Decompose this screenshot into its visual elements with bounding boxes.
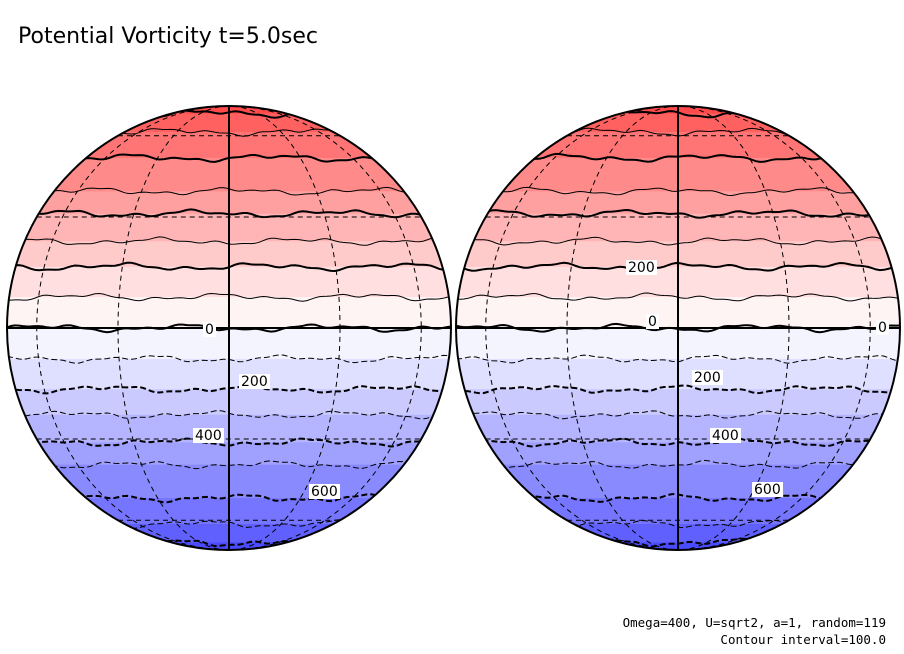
contour-interval-text: Contour interval=100.0: [720, 632, 886, 647]
contour-label-bg: [203, 322, 216, 337]
globe-outline: [455, 105, 901, 551]
plot-title: Potential Vorticity t=5.0sec: [18, 24, 318, 49]
contour-label: 600: [311, 484, 338, 500]
contour-label-bg: [309, 484, 340, 499]
contour-label: 400: [712, 428, 739, 444]
contour-label-bg: [646, 314, 659, 329]
contour-label-bg: [193, 428, 224, 443]
contour-label: 200: [694, 370, 721, 386]
footer-annotation: Omega=400, U=sqrt2, a=1, random=119 Cont…: [623, 614, 886, 648]
contour-label: 600: [754, 482, 781, 498]
contour-label-bg: [239, 374, 270, 389]
contour-label: 400: [195, 428, 222, 444]
contour-label: 0: [878, 320, 887, 336]
globe-left: [7, 106, 451, 550]
contour-label-bg: [692, 370, 723, 385]
globe-outline: [6, 105, 452, 551]
globe-right: [456, 106, 900, 550]
contour-label: 200: [241, 374, 268, 390]
contour-label-bg: [876, 320, 889, 335]
contour-label-bg: [752, 482, 783, 497]
params-text: Omega=400, U=sqrt2, a=1, random=119: [622, 615, 886, 630]
contour-label: 200: [628, 260, 655, 276]
contour-label: 0: [205, 322, 214, 338]
contour-label-bg: [626, 260, 657, 275]
contour-label: 0: [648, 314, 657, 330]
contour-label-bg: [710, 428, 741, 443]
